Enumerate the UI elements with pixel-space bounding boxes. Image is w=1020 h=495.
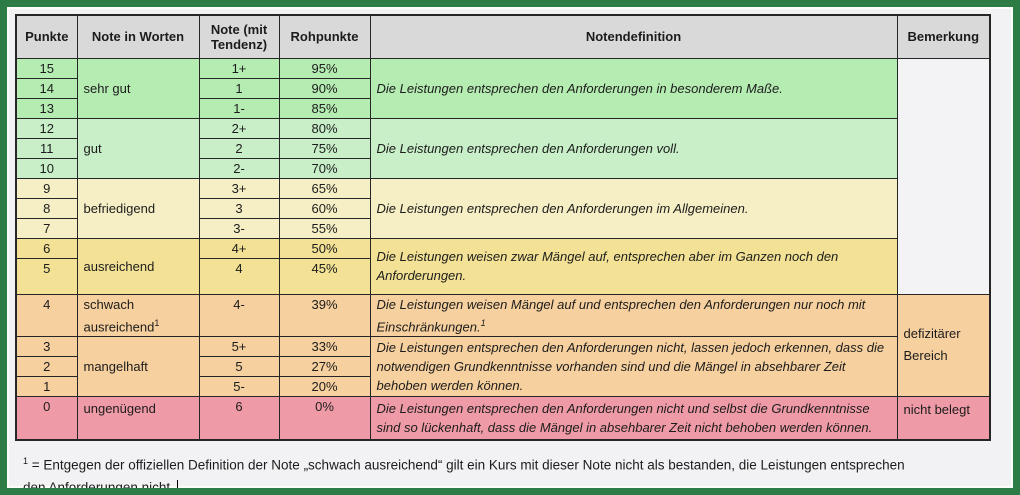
rohpunkte-cell[interactable]: 39%	[278, 293, 371, 337]
rohpunkte-cell[interactable]: 60%	[278, 197, 371, 219]
grading-table: Punkte Note in Worten Note (mit Tendenz)…	[15, 14, 991, 442]
tendenz-cell[interactable]: 4+	[198, 237, 280, 259]
grade-row: 0 ungenügend 6 0% Die Leistungen entspre…	[15, 395, 991, 441]
tendenz-cell[interactable]: 2-	[198, 157, 280, 179]
header-rohpunkte[interactable]: Rohpunkte	[278, 14, 371, 59]
footnote-marker: 1	[23, 456, 29, 467]
grade-row: 15 sehr gut 1+ 95% Die Leistungen entspr…	[15, 57, 991, 295]
punkte-cell[interactable]: 2	[15, 355, 78, 377]
note-in-worten-cell[interactable]: ausreichend	[76, 237, 200, 295]
grade-row: 6 ausreichend 4+ 50% Die Leistungen weis…	[15, 237, 990, 295]
tendenz-cell[interactable]: 1-	[198, 97, 280, 119]
header-note-mit-tendenz[interactable]: Note (mit Tendenz)	[198, 14, 280, 59]
rohpunkte-cell[interactable]: 95%	[278, 57, 371, 79]
footnote-marker: 1	[480, 317, 486, 328]
tendenz-cell[interactable]: 3-	[198, 217, 280, 239]
document-canvas[interactable]: Punkte Note in Worten Note (mit Tendenz)…	[7, 7, 1013, 495]
definition-cell[interactable]: Die Leistungen entsprechen den Anforderu…	[369, 335, 898, 397]
punkte-cell[interactable]: 6	[15, 237, 78, 259]
rohpunkte-cell[interactable]: 75%	[278, 137, 371, 159]
note-in-worten-cell[interactable]: schwach ausreichend1	[76, 293, 200, 337]
definition-cell[interactable]: Die Leistungen weisen Mängel auf und ent…	[369, 293, 898, 337]
rohpunkte-cell[interactable]: 50%	[278, 237, 371, 259]
grade-row: 13 1- 85%	[15, 97, 990, 119]
grade-row: 3 mangelhaft 5+ 33% Die Leistungen entsp…	[15, 335, 990, 397]
tendenz-cell[interactable]: 6	[198, 395, 280, 441]
rohpunkte-cell[interactable]: 33%	[278, 335, 371, 357]
definition-cell[interactable]: Die Leistungen entsprechen den Anforderu…	[369, 395, 898, 441]
header-note-in-worten[interactable]: Note in Worten	[76, 14, 200, 59]
grade-row: 9 befriedigend 3+ 65% Die Leistungen ent…	[15, 177, 990, 239]
text-cursor	[176, 479, 179, 488]
rohpunkte-cell[interactable]: 80%	[278, 117, 371, 139]
punkte-cell[interactable]: 13	[15, 97, 78, 119]
grade-row: 1 5- 20%	[15, 375, 990, 397]
grade-row: 4 schwach ausreichend1 4- 39% Die Leistu…	[15, 293, 991, 397]
punkte-cell[interactable]: 15	[15, 57, 78, 79]
tendenz-cell[interactable]: 2+	[198, 117, 280, 139]
definition-cell[interactable]: Die Leistungen entsprechen den Anforderu…	[369, 177, 898, 239]
rohpunkte-cell[interactable]: 70%	[278, 157, 371, 179]
note-in-worten-cell[interactable]: mangelhaft	[76, 335, 200, 397]
note-in-worten-label: schwach ausreichend	[83, 296, 155, 334]
tendenz-cell[interactable]: 4	[198, 257, 280, 295]
punkte-cell[interactable]: 11	[15, 137, 78, 159]
tendenz-cell[interactable]: 1+	[198, 57, 280, 79]
rohpunkte-cell[interactable]: 20%	[278, 375, 371, 397]
grade-row: 2 5 27%	[15, 355, 990, 377]
punkte-cell[interactable]: 12	[15, 117, 78, 139]
definition-cell[interactable]: Die Leistungen entsprechen den Anforderu…	[369, 117, 898, 179]
punkte-cell[interactable]: 9	[15, 177, 78, 199]
tendenz-cell[interactable]: 5	[198, 355, 280, 377]
tendenz-cell[interactable]: 5-	[198, 375, 280, 397]
grade-row: 8 3 60%	[15, 197, 990, 219]
grade-row: 10 2- 70%	[15, 157, 990, 179]
rohpunkte-cell[interactable]: 85%	[278, 97, 371, 119]
tendenz-cell[interactable]: 5+	[198, 335, 280, 357]
tendenz-cell[interactable]: 3	[198, 197, 280, 219]
tendenz-cell[interactable]: 1	[198, 77, 280, 99]
footnote-marker: 1	[154, 317, 160, 328]
bemerkung-cell-empty[interactable]	[896, 57, 991, 295]
punkte-cell[interactable]: 0	[15, 395, 78, 441]
definition-text: Die Leistungen weisen Mängel auf und ent…	[376, 296, 866, 334]
rohpunkte-cell[interactable]: 90%	[278, 77, 371, 99]
punkte-cell[interactable]: 8	[15, 197, 78, 219]
rohpunkte-cell[interactable]: 27%	[278, 355, 371, 377]
rohpunkte-cell[interactable]: 0%	[278, 395, 371, 441]
header-row: Punkte Note in Worten Note (mit Tendenz)…	[15, 14, 991, 59]
punkte-cell[interactable]: 3	[15, 335, 78, 357]
tendenz-cell[interactable]: 4-	[198, 293, 280, 337]
punkte-cell[interactable]: 4	[15, 293, 78, 337]
punkte-cell[interactable]: 10	[15, 157, 78, 179]
note-in-worten-cell[interactable]: befriedigend	[76, 177, 200, 239]
rohpunkte-cell[interactable]: 55%	[278, 217, 371, 239]
header-notendefinition[interactable]: Notendefinition	[369, 14, 898, 59]
footnote-text: = Entgegen der offiziellen Definition de…	[23, 457, 905, 495]
rohpunkte-cell[interactable]: 45%	[278, 257, 371, 295]
footnote[interactable]: 1 = Entgegen der offiziellen Definition …	[23, 450, 908, 495]
punkte-cell[interactable]: 5	[15, 257, 78, 295]
punkte-cell[interactable]: 14	[15, 77, 78, 99]
note-in-worten-cell[interactable]: ungenügend	[76, 395, 200, 441]
definition-cell[interactable]: Die Leistungen entsprechen den Anforderu…	[369, 57, 898, 119]
header-punkte[interactable]: Punkte	[15, 14, 78, 59]
note-in-worten-cell[interactable]: gut	[76, 117, 200, 179]
punkte-cell[interactable]: 1	[15, 375, 78, 397]
grade-row: 5 4 45%	[15, 257, 990, 295]
tendenz-cell[interactable]: 2	[198, 137, 280, 159]
note-in-worten-cell[interactable]: sehr gut	[76, 57, 200, 119]
bemerkung-cell-nicht-belegt[interactable]: nicht belegt	[896, 395, 991, 441]
rohpunkte-cell[interactable]: 65%	[278, 177, 371, 199]
bemerkung-cell-defizitaer[interactable]: defizitärer Bereich	[896, 293, 991, 397]
tendenz-cell[interactable]: 3+	[198, 177, 280, 199]
grade-row: 12 gut 2+ 80% Die Leistungen entsprechen…	[15, 117, 990, 179]
header-bemerkung[interactable]: Bemerkung	[896, 14, 991, 59]
grade-row: 7 3- 55%	[15, 217, 990, 239]
punkte-cell[interactable]: 7	[15, 217, 78, 239]
definition-cell[interactable]: Die Leistungen weisen zwar Mängel auf, e…	[369, 237, 898, 295]
